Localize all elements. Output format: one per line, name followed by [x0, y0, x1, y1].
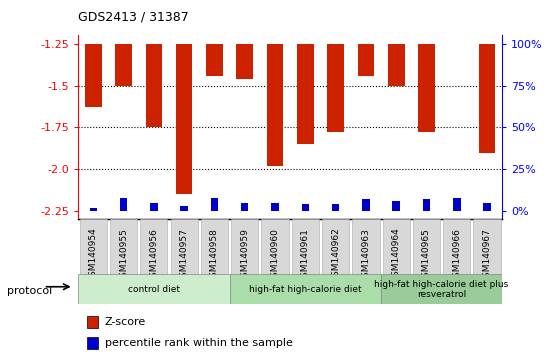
Text: GSM140963: GSM140963 [362, 228, 371, 282]
Bar [237, 44, 253, 79]
Text: GSM140959: GSM140959 [240, 228, 249, 282]
Text: percentile rank within the sample: percentile rank within the sample [105, 338, 293, 348]
FancyBboxPatch shape [140, 219, 167, 274]
Text: GSM140954: GSM140954 [89, 228, 98, 282]
Text: GSM140966: GSM140966 [453, 228, 461, 282]
FancyBboxPatch shape [292, 219, 319, 274]
FancyBboxPatch shape [78, 274, 229, 304]
Text: GSM140962: GSM140962 [331, 228, 340, 282]
FancyBboxPatch shape [171, 219, 198, 274]
Bar [358, 44, 374, 75]
Bar [116, 44, 132, 86]
Text: GSM140960: GSM140960 [271, 228, 280, 282]
Bar [332, 204, 339, 211]
FancyBboxPatch shape [261, 219, 288, 274]
Bar [388, 44, 405, 86]
Bar [297, 44, 314, 144]
FancyBboxPatch shape [383, 219, 410, 274]
Text: high-fat high-calorie diet: high-fat high-calorie diet [249, 285, 362, 294]
Bar [479, 44, 496, 153]
Text: GDS2413 / 31387: GDS2413 / 31387 [78, 10, 189, 23]
Bar [418, 44, 435, 132]
Bar [120, 198, 127, 211]
Text: GSM140958: GSM140958 [210, 228, 219, 282]
FancyBboxPatch shape [229, 274, 381, 304]
Bar [211, 198, 218, 211]
Text: Z-score: Z-score [105, 316, 146, 327]
Text: control diet: control diet [128, 285, 180, 294]
Text: GSM140957: GSM140957 [180, 228, 189, 282]
FancyBboxPatch shape [352, 219, 379, 274]
FancyBboxPatch shape [473, 219, 501, 274]
Bar [87, 316, 98, 328]
Text: GSM140965: GSM140965 [422, 228, 431, 282]
Bar [483, 203, 491, 211]
Bar [267, 44, 283, 166]
FancyBboxPatch shape [231, 219, 258, 274]
Bar [176, 44, 193, 194]
Text: protocol: protocol [7, 286, 52, 296]
Text: GSM140961: GSM140961 [301, 228, 310, 282]
Bar [180, 206, 188, 211]
Bar [392, 201, 400, 211]
Bar [271, 203, 279, 211]
Bar [301, 204, 309, 211]
Bar [146, 44, 162, 127]
Bar [362, 199, 369, 211]
FancyBboxPatch shape [443, 219, 470, 274]
Bar [206, 44, 223, 75]
Text: GSM140964: GSM140964 [392, 228, 401, 282]
Bar [150, 203, 157, 211]
Text: GSM140967: GSM140967 [483, 228, 492, 282]
FancyBboxPatch shape [413, 219, 440, 274]
Text: high-fat high-calorie diet plus
resveratrol: high-fat high-calorie diet plus resverat… [374, 280, 509, 299]
Bar [241, 203, 248, 211]
Text: GSM140955: GSM140955 [119, 228, 128, 282]
Bar [423, 199, 430, 211]
FancyBboxPatch shape [110, 219, 137, 274]
FancyBboxPatch shape [381, 274, 502, 304]
FancyBboxPatch shape [201, 219, 228, 274]
Bar [87, 337, 98, 349]
Bar [327, 44, 344, 132]
Text: GSM140956: GSM140956 [150, 228, 158, 282]
FancyBboxPatch shape [322, 219, 349, 274]
Bar [453, 198, 460, 211]
FancyBboxPatch shape [80, 219, 107, 274]
Bar [89, 208, 97, 211]
Bar [85, 44, 102, 107]
